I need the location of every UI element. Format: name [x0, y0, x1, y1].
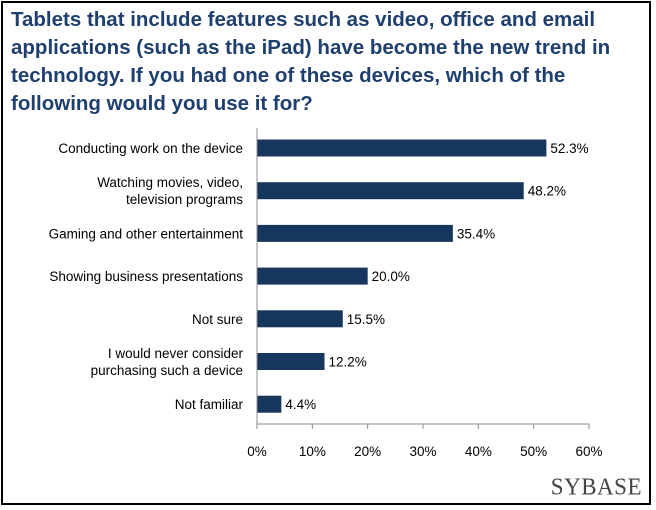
- bars-group: [257, 139, 547, 413]
- value-label: 52.3%: [550, 141, 588, 156]
- category-labels-group: Conducting work on the device Watching mo…: [49, 141, 244, 412]
- x-tick-label: 60%: [575, 444, 602, 459]
- bar: [257, 182, 524, 200]
- value-label: 20.0%: [372, 269, 410, 284]
- category-label: Gaming and other entertainment: [49, 226, 244, 241]
- chart-frame: [1, 1, 651, 505]
- x-tick-label: 40%: [465, 444, 492, 459]
- sybase-logo: SYBASE: [550, 473, 642, 500]
- category-label: Not sure: [192, 312, 243, 327]
- bar: [257, 139, 547, 157]
- bar: [257, 310, 343, 328]
- category-label: Showing business presentations: [49, 269, 243, 284]
- value-label: 35.4%: [457, 226, 495, 241]
- x-axis: 0% 10% 20% 30% 40% 50% 60%: [247, 128, 603, 459]
- bar: [257, 224, 453, 242]
- bar: [257, 353, 325, 370]
- x-tick-label: 10%: [299, 444, 326, 459]
- value-label: 15.5%: [347, 312, 385, 327]
- value-labels-group: 52.3% 48.2% 35.4% 20.0% 15.5% 12.2% 4.4%: [285, 141, 588, 412]
- category-label: Watching movies, video, television progra…: [97, 175, 243, 207]
- x-tick-label: 50%: [520, 444, 547, 459]
- category-label: I would never consider purchasing such a …: [91, 346, 244, 378]
- x-tick-label: 0%: [247, 444, 267, 459]
- value-label: 48.2%: [528, 184, 566, 199]
- category-label: Conducting work on the device: [58, 141, 243, 156]
- value-label: 12.2%: [329, 355, 367, 370]
- chart-title: Tablets that include features such as vi…: [11, 8, 611, 115]
- category-label: Not familiar: [175, 397, 244, 412]
- x-tick-label: 30%: [409, 444, 436, 459]
- bar: [257, 395, 282, 413]
- x-tick-label: 20%: [354, 444, 381, 459]
- bar: [257, 267, 368, 285]
- value-label: 4.4%: [285, 397, 316, 412]
